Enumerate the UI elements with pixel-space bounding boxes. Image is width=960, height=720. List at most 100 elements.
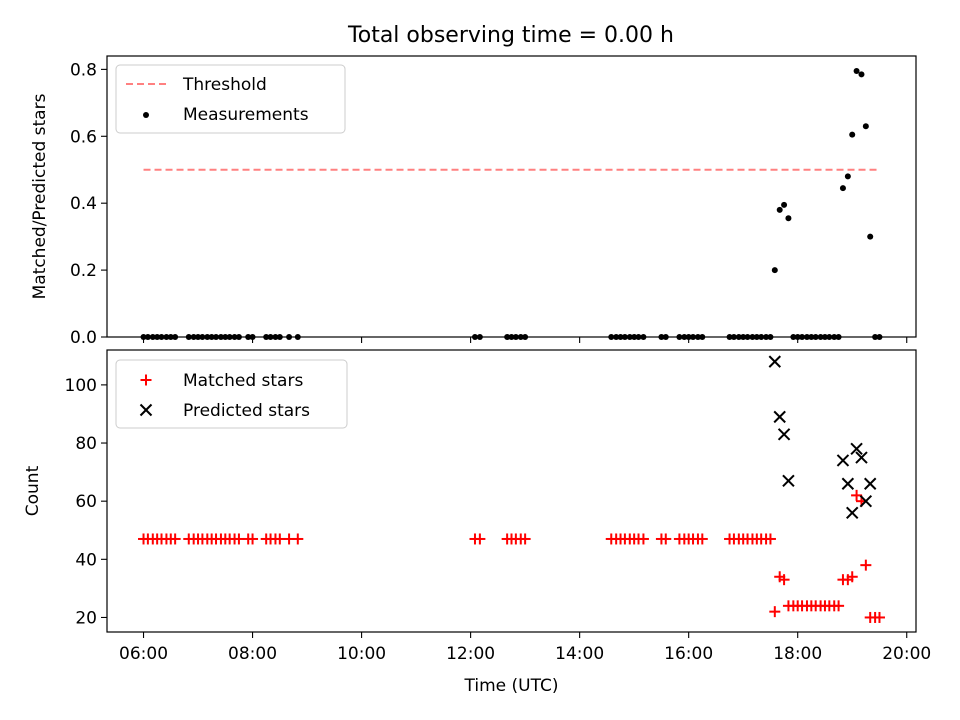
measurement-point bbox=[163, 334, 170, 340]
measurement-point bbox=[613, 334, 620, 340]
measurement-point bbox=[631, 334, 638, 340]
measurement-point bbox=[222, 334, 229, 340]
predicted-star-point bbox=[846, 506, 859, 520]
count-panel: 20 40 60 80 100 06:00 08:00 10:00 12:00 14:00 16:0… bbox=[23, 349, 931, 696]
measurement-point bbox=[608, 334, 615, 340]
measurement-point bbox=[476, 334, 483, 340]
measurement-point bbox=[226, 334, 233, 340]
ratio-legend-box bbox=[115, 64, 346, 134]
matched-star-point bbox=[873, 611, 885, 623]
measurement-point bbox=[190, 334, 197, 340]
count-ytick-label: 100 bbox=[65, 376, 97, 396]
ratio-ytick-label: 0.6 bbox=[70, 127, 97, 147]
measurement-point bbox=[517, 334, 524, 340]
legend-matched-label: Matched stars bbox=[183, 371, 303, 391]
legend-threshold-label: Threshold bbox=[182, 75, 267, 95]
measurement-point bbox=[158, 334, 165, 340]
count-xtick-label: 16:00 bbox=[664, 644, 713, 664]
measurement-point bbox=[245, 334, 252, 340]
measurement-point bbox=[508, 334, 515, 340]
count-xtick-label: 20:00 bbox=[882, 644, 931, 664]
count-frame bbox=[106, 349, 917, 633]
measurement-point bbox=[812, 334, 819, 340]
matched-star-point bbox=[833, 600, 845, 612]
predicted-star-point bbox=[841, 477, 855, 490]
measurement-point bbox=[763, 334, 770, 340]
measurement-point bbox=[817, 334, 824, 340]
measurement-point bbox=[867, 233, 874, 240]
measurement-point bbox=[626, 334, 633, 340]
measurement-point bbox=[767, 334, 774, 340]
matched-star-point bbox=[233, 533, 245, 545]
ratio-ytick-label: 0.0 bbox=[70, 328, 97, 348]
count-xlabel: Time (UTC) bbox=[464, 676, 559, 696]
measurement-point bbox=[699, 334, 706, 340]
matched-star-point bbox=[846, 571, 858, 583]
legend-measurements-swatch bbox=[143, 112, 149, 118]
ratio-panel: 0.0 0.2 0.4 0.6 0.8 Matched/Predicted stars Th… bbox=[30, 55, 917, 348]
predicted-star-point bbox=[836, 454, 850, 467]
measurement-point bbox=[504, 334, 511, 340]
measurement-point bbox=[662, 334, 669, 340]
measurement-point bbox=[140, 334, 147, 340]
ratio-ytick-label: 0.2 bbox=[70, 261, 97, 281]
measurement-point bbox=[149, 334, 156, 340]
measurement-point bbox=[844, 173, 851, 180]
count-xtick-label: 08:00 bbox=[228, 644, 277, 664]
legend-measurements-label: Measurements bbox=[183, 105, 309, 125]
measurement-point bbox=[154, 334, 161, 340]
measurement-point bbox=[835, 334, 842, 340]
count-xtick-label: 06:00 bbox=[119, 644, 168, 664]
measurement-point bbox=[876, 334, 883, 340]
measurement-point bbox=[753, 334, 760, 340]
matched-star-point bbox=[519, 533, 531, 545]
measurement-point bbox=[512, 334, 519, 340]
measurement-point bbox=[658, 334, 665, 340]
figure-title: Total observing time = 0.00 h bbox=[347, 23, 674, 48]
measurement-point bbox=[758, 334, 765, 340]
measurement-point bbox=[726, 334, 733, 340]
measurement-point bbox=[776, 206, 783, 213]
count-xtick-label: 18:00 bbox=[773, 644, 822, 664]
measurement-point bbox=[799, 334, 806, 340]
measurement-point bbox=[785, 215, 792, 222]
matched-star-point bbox=[769, 606, 781, 618]
measurement-point bbox=[286, 334, 293, 340]
measurement-point bbox=[144, 334, 151, 340]
measurement-point bbox=[730, 334, 737, 340]
legend-predicted-swatch bbox=[139, 403, 153, 417]
measurement-point bbox=[858, 71, 865, 78]
measurement-point bbox=[808, 334, 815, 340]
measurement-point bbox=[172, 334, 179, 340]
measurement-point bbox=[213, 334, 220, 340]
measurement-point bbox=[167, 334, 174, 340]
predicted-star-point bbox=[859, 494, 873, 508]
measurement-point bbox=[681, 334, 688, 340]
predicted-star-point bbox=[773, 410, 786, 424]
count-ytick-label: 40 bbox=[75, 550, 97, 570]
measurement-point bbox=[735, 334, 742, 340]
matched-star-point bbox=[860, 559, 872, 571]
ratio-ytick-label: 0.8 bbox=[70, 60, 97, 80]
measurement-point bbox=[640, 334, 647, 340]
measurement-point bbox=[872, 334, 879, 340]
measurement-point bbox=[231, 334, 238, 340]
measurement-point bbox=[749, 334, 756, 340]
measurement-point bbox=[826, 334, 833, 340]
matched-star-point bbox=[474, 533, 486, 545]
measurement-point bbox=[771, 267, 778, 274]
count-xtick-label: 14:00 bbox=[555, 644, 604, 664]
matched-star-point bbox=[764, 533, 776, 545]
matched-star-point bbox=[274, 533, 286, 545]
measurement-point bbox=[267, 334, 274, 340]
measurement-point bbox=[195, 334, 202, 340]
predicted-star-point bbox=[855, 451, 868, 464]
ratio-ylabel: Matched/Predicted stars bbox=[30, 93, 50, 299]
measurement-point bbox=[740, 334, 747, 340]
measurement-point bbox=[862, 123, 869, 130]
measurement-point bbox=[694, 334, 701, 340]
measurement-point bbox=[839, 185, 846, 192]
matched-star-point bbox=[169, 533, 181, 545]
legend-predicted-label: Predicted stars bbox=[183, 401, 310, 421]
